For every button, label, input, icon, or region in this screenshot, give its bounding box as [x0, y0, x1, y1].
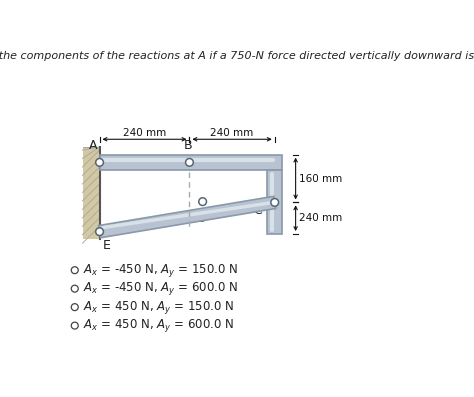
Text: 240 mm: 240 mm [210, 128, 254, 138]
Polygon shape [267, 170, 283, 234]
Text: D: D [196, 212, 206, 225]
Text: $A_x$ = -450 N, $A_y$ = 600.0 N: $A_x$ = -450 N, $A_y$ = 600.0 N [83, 280, 239, 297]
Text: $A_x$ = 450 N, $A_y$ = 150.0 N: $A_x$ = 450 N, $A_y$ = 150.0 N [83, 299, 235, 316]
Text: C: C [254, 204, 262, 217]
Polygon shape [99, 197, 276, 238]
Bar [82, 147, 100, 239]
Circle shape [199, 198, 207, 206]
Circle shape [96, 158, 103, 166]
Polygon shape [100, 155, 283, 170]
Text: $A_x$ = 450 N, $A_y$ = 600.0 N: $A_x$ = 450 N, $A_y$ = 600.0 N [83, 317, 235, 334]
Circle shape [71, 304, 78, 310]
Circle shape [71, 285, 78, 292]
Text: E: E [103, 239, 110, 252]
Text: A: A [89, 139, 97, 152]
Circle shape [186, 158, 193, 166]
Circle shape [96, 228, 103, 235]
Circle shape [71, 267, 78, 274]
Text: 240 mm: 240 mm [123, 128, 166, 138]
Circle shape [71, 322, 78, 329]
Text: Determine the components of the reactions at A if a 750-N force directed vertica: Determine the components of the reaction… [0, 51, 474, 61]
Text: 160 mm: 160 mm [299, 173, 342, 183]
Text: $A_x$ = -450 N, $A_y$ = 150.0 N: $A_x$ = -450 N, $A_y$ = 150.0 N [83, 262, 239, 279]
Text: B: B [183, 139, 192, 152]
Text: 240 mm: 240 mm [299, 213, 342, 223]
Circle shape [271, 198, 279, 206]
